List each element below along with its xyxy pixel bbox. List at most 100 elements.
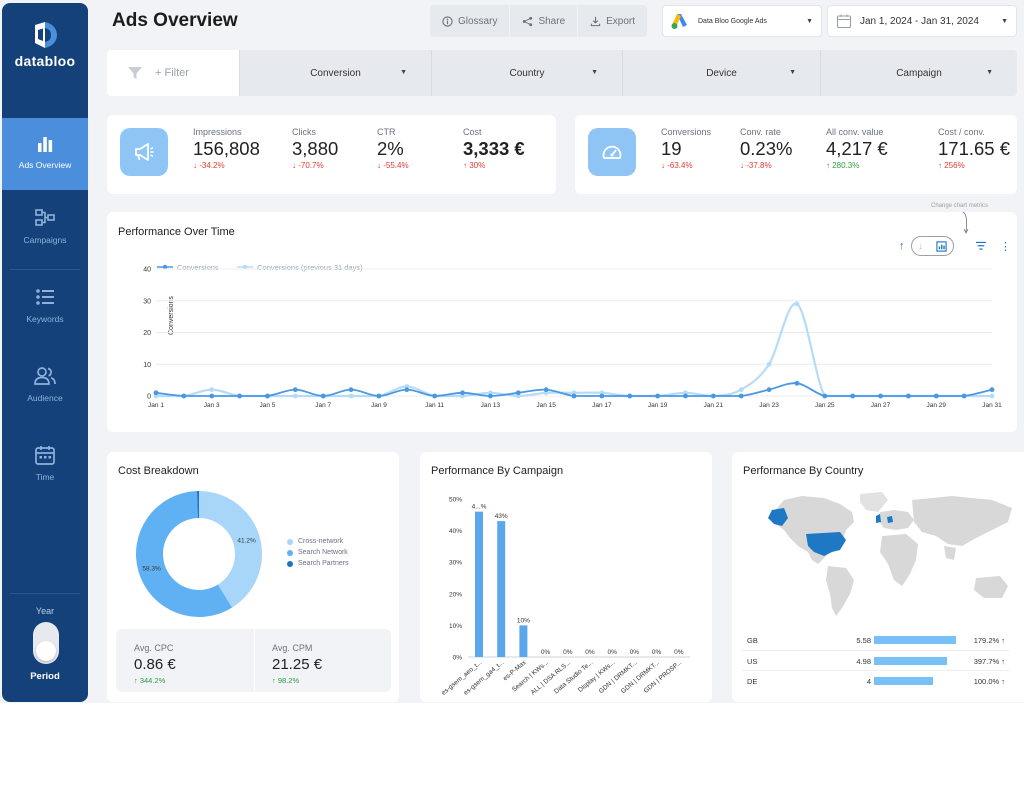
calendar-icon [35, 446, 55, 465]
list-icon [36, 289, 54, 305]
x-tick-label: Jan 1 [148, 402, 164, 409]
year-period-toggle[interactable] [33, 622, 59, 664]
sort-up-icon[interactable]: ↑ [899, 240, 905, 252]
conversions-line-chart: Conversions 0 10 20 30 40 Jan 1 Jan 3 Jan 5 Jan… [143, 267, 1002, 410]
x-tick-label: Jan 13 [481, 402, 501, 409]
country-row[interactable]: GB 5.58 179.2% ↑ [741, 630, 1009, 650]
kpi-conv-rate: Conv. rate 0.23% ↓ -37.8% [740, 127, 792, 170]
slice-label: 58.3% [142, 565, 161, 572]
kpi-value: 171.65 € [938, 138, 1011, 159]
series-current-point [933, 393, 939, 399]
legend-item-search-partners[interactable]: Search Partners [287, 560, 349, 567]
y-tick-label: 30% [449, 560, 462, 567]
kpi-delta-down: ↓ -70.7% [292, 161, 324, 170]
germany-shape[interactable] [887, 516, 893, 523]
bar-value-label: 0% [674, 649, 684, 656]
series-previous-line [156, 302, 992, 398]
kpi-delta-down: ↓ -55.4% [377, 161, 409, 170]
series-current-point [989, 387, 995, 393]
y-tick-label: 20% [449, 591, 462, 598]
kpi-delta-down: ↓ -63.4% [661, 161, 693, 170]
kpi-icon-tile [588, 128, 636, 176]
series-current-point [961, 393, 967, 399]
brand-name: databloo [14, 53, 76, 69]
y-tick-label: 10% [449, 623, 462, 630]
filter-bar: + Filter Conversion ▼ Country ▼ Device ▼… [107, 50, 1017, 96]
sort-down-icon[interactable]: ↓ [917, 240, 923, 252]
sidebar-item-ads-overview[interactable]: Ads Overview [2, 118, 88, 190]
country-table: GB 5.58 179.2% ↑ US 4.98 397.7% ↑ DE 4 1… [741, 630, 1009, 690]
country-row[interactable]: DE 4 100.0% ↑ [741, 670, 1009, 690]
sidebar-item-audience[interactable]: Audience [2, 349, 88, 421]
users-icon [34, 367, 56, 385]
filter-campaign-dropdown[interactable]: Campaign ▼ [820, 50, 1017, 96]
australia-shape[interactable] [974, 576, 1008, 598]
account-selector[interactable]: Data Bloo Google Ads ▼ [662, 5, 822, 37]
kpi-clicks: Clicks 3,880 ↓ -70.7% [292, 127, 338, 170]
series-current-point [571, 393, 577, 399]
kpi-label: Conversions [661, 127, 712, 137]
legend-label: Conversions [177, 262, 219, 272]
greenland-shape[interactable] [860, 492, 888, 512]
date-range-picker[interactable]: Jan 1, 2024 - Jan 31, 2024 ▼ [827, 5, 1017, 37]
kpi-value: 4,217 € [826, 138, 888, 159]
filter-device-dropdown[interactable]: Device ▼ [622, 50, 820, 96]
add-filter-button[interactable]: + Filter [107, 50, 239, 96]
country-value: 4 [866, 677, 871, 686]
usa-shape[interactable] [806, 532, 846, 556]
asia-shape[interactable] [912, 496, 1012, 546]
south-america-shape[interactable] [826, 566, 854, 616]
legend-item-search-network[interactable]: Search Network [287, 549, 349, 556]
filter-country-dropdown[interactable]: Country ▼ [431, 50, 622, 96]
chart-settings-icon[interactable] [936, 240, 947, 252]
legend-dot [287, 549, 293, 556]
legend-item-previous[interactable]: Conversions (previous 31 days) [237, 263, 363, 272]
stat-delta-up: ↑ 344.2% [134, 676, 166, 685]
more-options-icon[interactable]: ⋮ [1000, 240, 1011, 253]
brand-logo[interactable]: databloo [2, 21, 88, 69]
world-map[interactable] [762, 490, 1020, 620]
kpi-ctr: CTR 2% ↓ -55.4% [377, 127, 409, 170]
stat-avg-cpm: Avg. CPM 21.25 € ↑ 98.2% [255, 629, 391, 692]
period-label: Period [30, 671, 60, 682]
africa-shape[interactable] [880, 534, 918, 586]
bar-value-label: 0% [652, 649, 662, 656]
series-current-point [432, 393, 438, 399]
series-current-point [265, 393, 270, 399]
chart-controls: ↑ ↓ ⋮ [899, 236, 1011, 256]
glossary-button[interactable]: Glossary [430, 5, 511, 37]
share-button[interactable]: Share [510, 5, 579, 37]
chart-legend: Conversions Conversions (previous 31 day… [157, 257, 377, 275]
filter-lines-icon[interactable] [976, 241, 986, 251]
sidebar-item-label: Audience [27, 393, 63, 403]
chart-title: Cost Breakdown [118, 465, 199, 477]
kpi-all-conv-value: All conv. value 4,217 € ↑ 280.3% [826, 127, 888, 170]
legend-item-cross-network[interactable]: Cross-network [287, 538, 349, 545]
download-icon [590, 16, 601, 26]
export-button[interactable]: Export [578, 5, 647, 37]
sidebar-item-time[interactable]: Time [2, 428, 88, 500]
sidebar-item-campaigns[interactable]: Campaigns [2, 191, 88, 263]
toggle-knob[interactable] [36, 641, 56, 661]
alaska-shape[interactable] [768, 508, 788, 526]
hint-arrow-icon [962, 211, 969, 234]
x-tick-label: es-gsem_ga4_t... [463, 659, 506, 697]
europe-shape[interactable] [878, 510, 914, 530]
legend-swatch-current [157, 264, 173, 270]
india-shape[interactable] [944, 546, 956, 560]
sidebar-item-keywords[interactable]: Keywords [2, 270, 88, 342]
x-tick-label: Jan 21 [704, 402, 724, 409]
series-previous-point [989, 393, 995, 399]
change-metrics-hint: Change chart metrics [931, 203, 989, 209]
sidebar-divider [10, 593, 80, 594]
filter-conversion-dropdown[interactable]: Conversion ▼ [239, 50, 431, 96]
legend-item-current[interactable]: Conversions [157, 263, 219, 272]
uk-shape[interactable] [876, 514, 881, 523]
country-row[interactable]: US 4.98 397.7% ↑ [741, 650, 1009, 670]
chart-metric-toggle[interactable]: ↓ [910, 236, 955, 256]
sidebar-item-label: Ads Overview [18, 160, 72, 170]
kpi-value: 0.23% [740, 138, 793, 159]
kpi-impressions: Impressions 156,808 ↓ -34.2% [193, 127, 260, 170]
bar-value-label: 0% [563, 649, 573, 656]
north-america-shape[interactable] [772, 496, 854, 564]
